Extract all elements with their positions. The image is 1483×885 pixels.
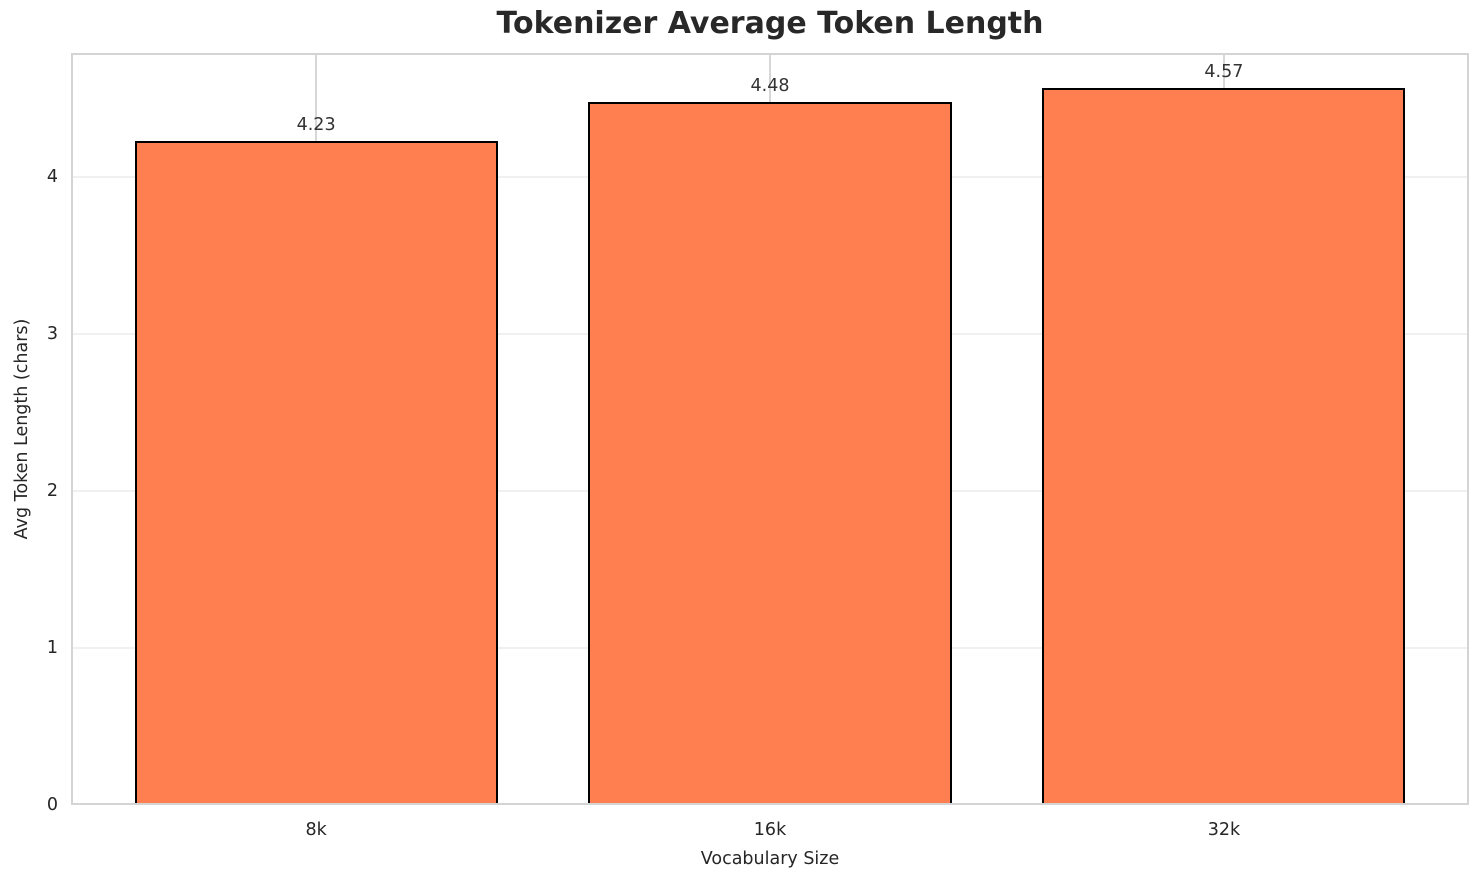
plot-area: 4.23 4.48 4.57 [71,53,1469,805]
bar-value-label: 4.23 [296,114,336,135]
y-axis-tick-labels: 0 1 2 3 4 [0,53,58,815]
bar-value-label: 4.48 [750,75,790,96]
chart-title: Tokenizer Average Token Length [496,6,1044,41]
x-tick-label: 8k [305,820,327,840]
y-tick-label: 1 [46,638,58,658]
y-tick-label: 4 [46,167,58,188]
bar-8k [134,140,498,805]
y-tick-label: 0 [46,795,58,815]
x-tick-label: 16k [753,820,787,840]
bar-32k [1042,87,1406,805]
x-tick-label: 32k [1207,820,1241,840]
y-tick-label: 2 [46,481,58,501]
bar-16k [588,101,952,805]
y-tick-label: 3 [46,324,58,345]
x-axis-label: Vocabulary Size [700,849,840,869]
y-axis-label: Avg Token Length (chars) [12,318,32,540]
bar-value-label: 4.57 [1204,61,1244,82]
